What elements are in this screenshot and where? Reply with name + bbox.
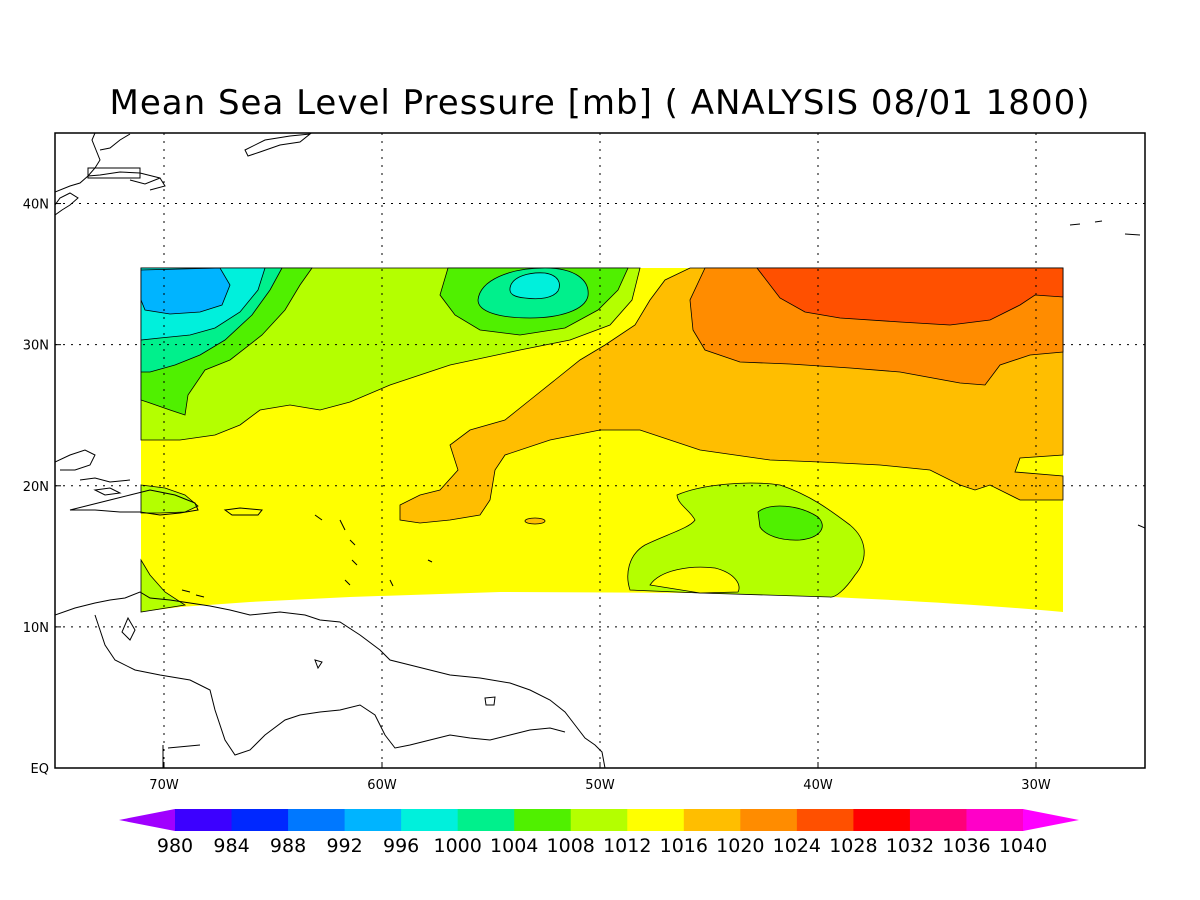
colorbar-label: 996 — [383, 835, 419, 857]
colorbar-box — [231, 809, 289, 831]
colorbar-label: 992 — [326, 835, 362, 857]
colorbar-label: 1020 — [716, 835, 764, 857]
colorbar-label: 1012 — [603, 835, 651, 857]
lon-tick-label: 40W — [803, 778, 833, 793]
colorbar-label: 1028 — [829, 835, 877, 857]
colorbar-label: 1040 — [999, 835, 1047, 857]
field-1016-1020-spot — [524, 517, 546, 525]
lat-tick-labels: EQ 10N 20N 30N 40N — [23, 198, 49, 777]
colorbar-box — [796, 809, 854, 831]
colorbar-box — [909, 809, 967, 831]
colorbar-label: 1024 — [773, 835, 821, 857]
lon-tick-label: 50W — [585, 778, 615, 793]
colorbar-extend-low — [119, 809, 175, 831]
map-title: Mean Sea Level Pressure [mb] ( ANALYSIS … — [110, 83, 1091, 123]
colorbar-box — [627, 809, 685, 831]
colorbar-box — [344, 809, 402, 831]
field-1004-1008-south — [757, 505, 823, 541]
lat-tick-label: EQ — [31, 762, 49, 777]
field-1024-1028 — [756, 267, 1064, 326]
colorbar-box — [288, 809, 346, 831]
colorbar-label: 1032 — [886, 835, 934, 857]
lon-tick-label: 30W — [1021, 778, 1051, 793]
colorbar-box — [570, 809, 628, 831]
colorbar-label: 1036 — [942, 835, 990, 857]
field-992-996-west — [140, 267, 231, 315]
colorbar-box — [514, 809, 572, 831]
lat-tick-label: 20N — [23, 480, 49, 495]
colorbar-label: 984 — [213, 835, 249, 857]
colorbar-box — [457, 809, 515, 831]
colorbar-label: 980 — [157, 835, 193, 857]
colorbar-label: 1008 — [547, 835, 595, 857]
colorbar: 980 984 988 992 996 1000 1004 1008 1012 1016 1020 1… — [119, 809, 1079, 857]
pressure-field — [55, 133, 1145, 768]
lon-tick-label: 70W — [149, 778, 179, 793]
field-1008-1012-sw — [140, 558, 187, 613]
colorbar-label: 1016 — [660, 835, 708, 857]
coastlines — [55, 133, 1145, 768]
plot-frame — [54, 132, 1146, 769]
lat-lon-grid — [55, 133, 1145, 769]
colorbar-box — [683, 809, 741, 831]
colorbar-box — [853, 809, 911, 831]
colorbar-label: 1004 — [490, 835, 538, 857]
colorbar-label: 1000 — [433, 835, 481, 857]
lon-tick-label: 60W — [367, 778, 397, 793]
colorbar-box — [740, 809, 798, 831]
field-1012-1016-inner — [649, 566, 740, 594]
lon-tick-labels: 70W 60W 50W 40W 30W — [149, 778, 1051, 793]
colorbar-box — [966, 809, 1024, 831]
field-996-1000-central — [509, 272, 560, 300]
colorbar-box — [175, 809, 233, 831]
lat-tick-label: 10N — [23, 621, 49, 636]
colorbar-label: 988 — [270, 835, 306, 857]
lat-tick-label: 30N — [23, 339, 49, 354]
colorbar-box — [401, 809, 459, 831]
lat-tick-label: 40N — [23, 198, 49, 213]
colorbar-extend-high — [1023, 809, 1079, 831]
